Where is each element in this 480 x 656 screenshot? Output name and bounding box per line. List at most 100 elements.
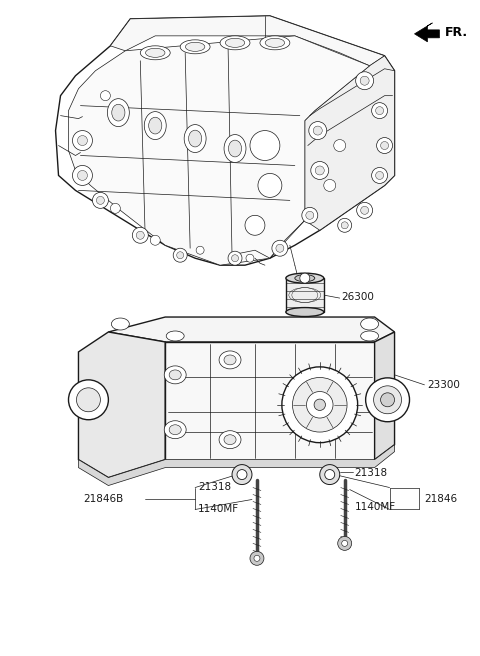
Ellipse shape [144, 112, 166, 140]
Circle shape [246, 255, 254, 262]
Circle shape [338, 218, 352, 232]
Polygon shape [415, 23, 439, 42]
Circle shape [196, 246, 204, 255]
Circle shape [372, 167, 387, 184]
Circle shape [342, 541, 348, 546]
Circle shape [258, 173, 282, 197]
Circle shape [228, 251, 242, 265]
Polygon shape [56, 16, 395, 265]
Circle shape [357, 202, 372, 218]
Ellipse shape [286, 273, 324, 283]
Circle shape [282, 367, 358, 443]
Circle shape [300, 273, 310, 283]
Ellipse shape [224, 435, 236, 445]
Circle shape [245, 215, 265, 236]
Ellipse shape [180, 40, 210, 54]
Ellipse shape [220, 36, 250, 50]
Circle shape [324, 180, 336, 192]
Circle shape [132, 227, 148, 243]
Circle shape [381, 393, 395, 407]
Circle shape [110, 203, 120, 213]
Ellipse shape [166, 331, 184, 341]
Circle shape [237, 470, 247, 480]
Circle shape [276, 244, 284, 252]
Polygon shape [110, 16, 384, 66]
Ellipse shape [112, 104, 125, 121]
Text: 1140MF: 1140MF [198, 504, 239, 514]
Polygon shape [78, 332, 165, 478]
Ellipse shape [140, 46, 170, 60]
Ellipse shape [169, 425, 181, 435]
Circle shape [72, 165, 93, 186]
Circle shape [76, 388, 100, 412]
Text: 23300: 23300 [428, 380, 460, 390]
Circle shape [232, 464, 252, 485]
Circle shape [250, 131, 280, 161]
Polygon shape [305, 56, 395, 230]
Circle shape [334, 140, 346, 152]
Ellipse shape [145, 49, 165, 57]
Ellipse shape [225, 38, 245, 47]
Polygon shape [108, 317, 395, 342]
Circle shape [381, 142, 389, 150]
Circle shape [325, 470, 335, 480]
Circle shape [254, 556, 260, 562]
Circle shape [311, 161, 329, 180]
Circle shape [366, 378, 409, 422]
Ellipse shape [224, 355, 236, 365]
Circle shape [338, 537, 352, 550]
Circle shape [77, 171, 87, 180]
Ellipse shape [360, 331, 379, 341]
Circle shape [96, 196, 104, 205]
Ellipse shape [224, 134, 246, 163]
Ellipse shape [185, 42, 205, 51]
Circle shape [136, 232, 144, 239]
Ellipse shape [111, 318, 129, 330]
Circle shape [373, 386, 402, 414]
Ellipse shape [164, 420, 186, 439]
Ellipse shape [108, 98, 129, 127]
Text: 26300: 26300 [342, 292, 374, 302]
Ellipse shape [228, 140, 241, 157]
Circle shape [173, 248, 187, 262]
Ellipse shape [219, 351, 241, 369]
Circle shape [313, 126, 322, 135]
Circle shape [360, 76, 369, 85]
Circle shape [150, 236, 160, 245]
Polygon shape [165, 342, 374, 460]
Circle shape [100, 91, 110, 100]
Circle shape [372, 102, 387, 119]
Ellipse shape [295, 275, 315, 281]
Ellipse shape [286, 308, 324, 317]
Circle shape [272, 240, 288, 256]
Ellipse shape [169, 370, 181, 380]
Circle shape [315, 166, 324, 175]
Polygon shape [69, 36, 370, 265]
Text: 21318: 21318 [198, 482, 231, 491]
Circle shape [377, 138, 393, 154]
Circle shape [72, 131, 93, 150]
Polygon shape [286, 278, 324, 312]
Circle shape [93, 192, 108, 209]
Polygon shape [78, 445, 395, 485]
Circle shape [314, 399, 325, 411]
Ellipse shape [184, 125, 206, 152]
Ellipse shape [219, 431, 241, 449]
Circle shape [341, 222, 348, 229]
Circle shape [302, 207, 318, 223]
Text: 21846B: 21846B [84, 493, 124, 504]
Text: 21318: 21318 [355, 468, 388, 478]
Circle shape [292, 377, 347, 432]
Ellipse shape [189, 130, 202, 147]
Circle shape [231, 255, 239, 262]
Ellipse shape [265, 38, 285, 47]
Ellipse shape [360, 318, 379, 330]
Ellipse shape [164, 366, 186, 384]
Ellipse shape [149, 117, 162, 134]
Circle shape [69, 380, 108, 420]
Ellipse shape [260, 36, 290, 50]
Text: 21846: 21846 [424, 493, 457, 504]
Circle shape [320, 464, 340, 485]
Circle shape [77, 136, 87, 146]
Circle shape [250, 551, 264, 565]
